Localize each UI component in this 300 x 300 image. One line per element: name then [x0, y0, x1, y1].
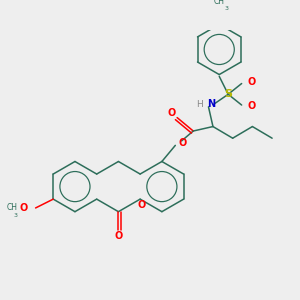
Text: O: O — [19, 203, 28, 213]
Text: O: O — [247, 77, 255, 87]
Text: 3: 3 — [225, 7, 229, 11]
Text: O: O — [247, 101, 255, 111]
Text: H: H — [196, 100, 203, 109]
Text: CH: CH — [7, 203, 18, 212]
Text: S: S — [224, 89, 232, 99]
Text: O: O — [178, 138, 186, 148]
Text: CH: CH — [214, 0, 225, 7]
Text: N: N — [207, 99, 215, 109]
Text: O: O — [114, 231, 122, 241]
Text: O: O — [138, 200, 146, 210]
Text: 3: 3 — [14, 213, 18, 218]
Text: O: O — [168, 108, 176, 118]
